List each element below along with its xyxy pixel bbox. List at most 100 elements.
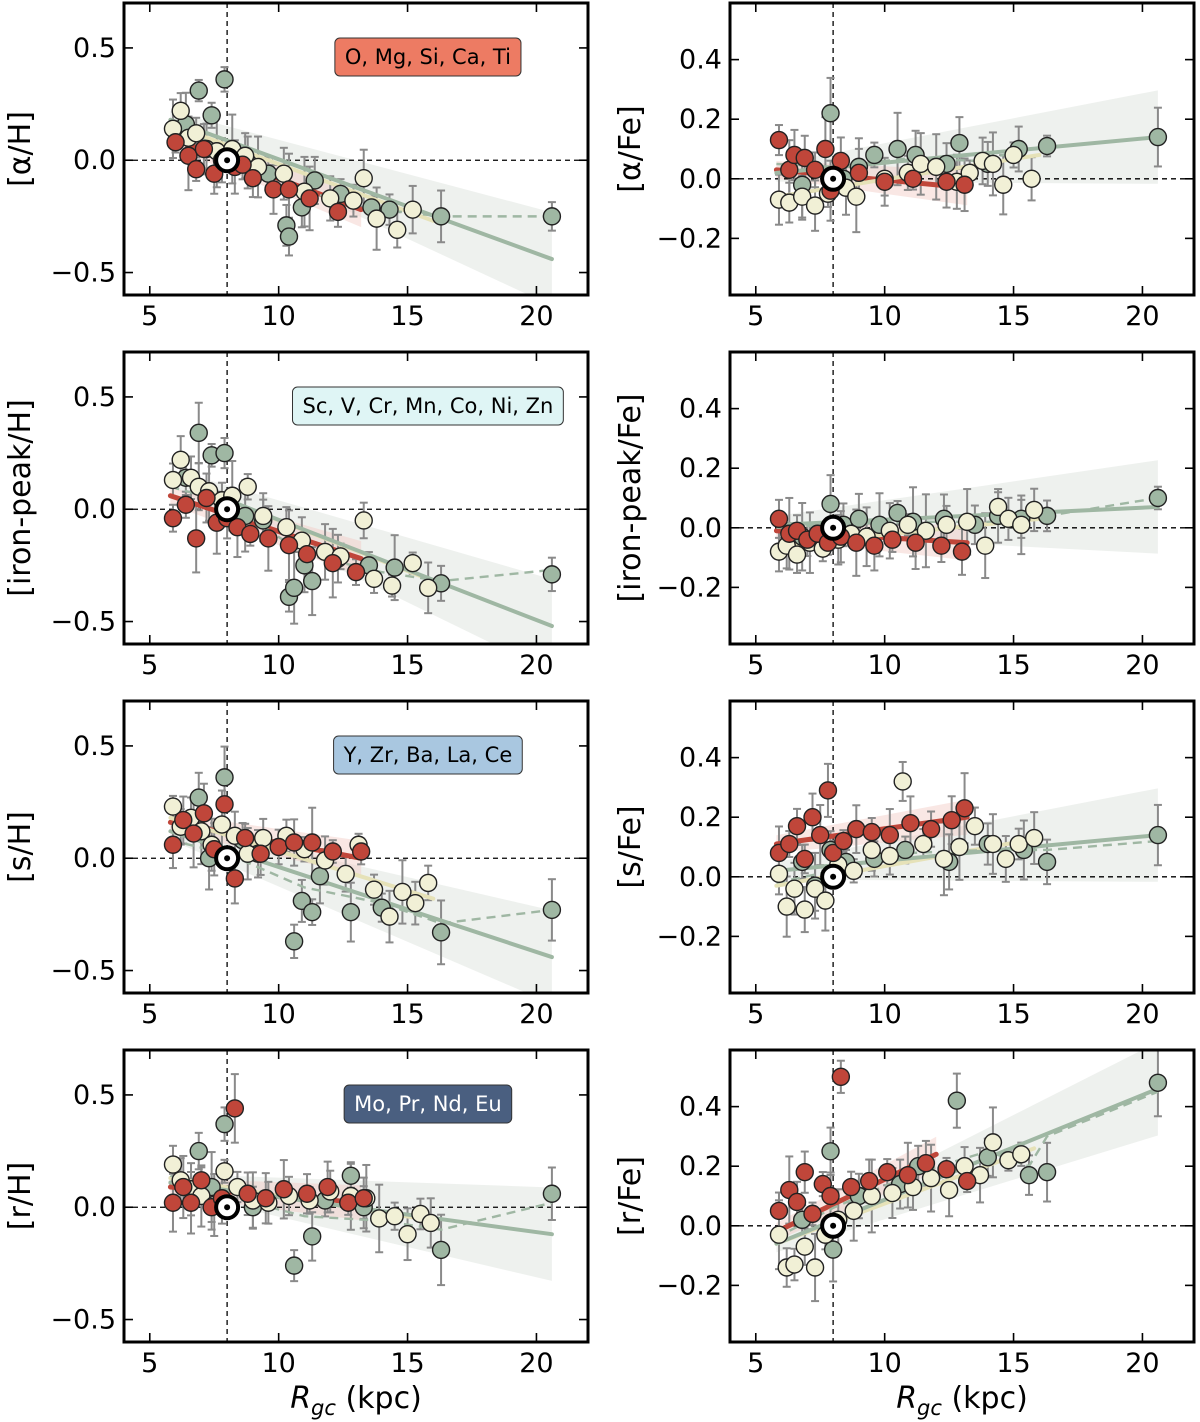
panel-frame (122, 1048, 590, 1344)
young-cluster-point (841, 1177, 861, 1197)
y-tick-label: −0.5 (50, 1305, 116, 1336)
young-cluster-point (328, 202, 348, 222)
x-tick-label: 5 (141, 301, 158, 332)
young-cluster-point (795, 849, 814, 869)
y-tick-label: 0.5 (73, 382, 116, 413)
young-cluster-point (284, 833, 304, 852)
young-cluster-point (241, 524, 260, 544)
intermediate-cluster-point (186, 124, 206, 143)
young-cluster-point (274, 1180, 294, 1199)
element-group-box (333, 735, 523, 775)
y-axis-label: [α/H] (3, 111, 38, 187)
x-tick-label: 5 (141, 1348, 158, 1379)
young-cluster-point (952, 542, 972, 561)
old-cluster-point (823, 1240, 843, 1259)
intermediate-cluster-point (927, 157, 946, 177)
intermediate-cluster-point (418, 578, 438, 598)
intermediate-cluster-point (171, 450, 190, 470)
intermediate-cluster-point (398, 1224, 417, 1244)
intermediate-cluster-point (1004, 145, 1023, 165)
intermediate-cluster-point (163, 1155, 183, 1174)
old-cluster-point (1037, 1162, 1057, 1182)
young-cluster-point (176, 495, 196, 514)
y-tick-label: 0.4 (679, 1092, 722, 1123)
young-cluster-point (847, 533, 866, 552)
panel-frame (122, 699, 590, 995)
old-cluster-point (292, 891, 312, 911)
intermediate-cluster-point (957, 512, 977, 532)
young-cluster-point (821, 1186, 840, 1206)
panel-frame (122, 350, 590, 646)
intermediate-cluster-point (769, 1225, 789, 1244)
panel-frame (728, 1048, 1196, 1344)
old-cluster-point (284, 932, 304, 951)
intermediate-cluster-point (367, 209, 386, 228)
y-tick-label: −0.5 (50, 607, 116, 638)
x-tick-label: 10 (261, 650, 295, 681)
intermediate-cluster-point (777, 897, 796, 916)
old-cluster-point (1037, 852, 1057, 872)
young-cluster-point (955, 175, 974, 194)
young-cluster-point (174, 1177, 193, 1197)
old-cluster-point (865, 145, 884, 165)
y-tick-label: 0.0 (679, 164, 722, 195)
x-tick-label: 15 (390, 999, 424, 1030)
element-group-box (343, 1084, 513, 1124)
young-cluster-point (803, 808, 822, 827)
intermediate-cluster-point (421, 1213, 440, 1233)
young-cluster-point (780, 834, 799, 854)
panel-frame (728, 350, 1196, 646)
y-tick-label: 0.0 (679, 862, 722, 893)
x-tick-label: 10 (867, 999, 901, 1030)
young-cluster-point (259, 529, 278, 548)
old-cluster-point (189, 788, 208, 807)
old-cluster-point (1019, 1165, 1039, 1185)
intermediate-cluster-point (862, 1186, 881, 1206)
young-cluster-point (787, 816, 807, 836)
intermediate-cluster-point (403, 553, 422, 573)
panel-frame (122, 1, 590, 297)
intermediate-cluster-point (1022, 169, 1041, 188)
intermediate-cluster-point (939, 1180, 959, 1200)
intermediate-cluster-point (988, 497, 1008, 517)
young-cluster-point (166, 133, 185, 152)
intermediate-cluster-point (163, 470, 183, 490)
y-tick-label: −0.2 (656, 572, 722, 603)
intermediate-cluster-point (996, 849, 1016, 869)
young-cluster-point (346, 562, 366, 582)
young-cluster-point (906, 533, 925, 552)
x-tick-label: 15 (996, 999, 1030, 1030)
y-tick-label: 0.0 (679, 1211, 722, 1242)
young-cluster-point (297, 1184, 317, 1203)
intermediate-cluster-point (880, 846, 900, 866)
x-tick-label: 20 (519, 650, 553, 681)
sun-symbol-center (224, 157, 231, 164)
old-cluster-point (380, 200, 399, 219)
intermediate-cluster-point (1012, 1145, 1031, 1164)
intermediate-cluster-point (787, 545, 807, 564)
young-cluster-point (834, 831, 853, 851)
young-cluster-point (957, 1171, 977, 1191)
young-cluster-point (878, 1162, 897, 1182)
old-cluster-point (189, 81, 208, 100)
intermediate-cluster-point (983, 1133, 1003, 1152)
intermediate-cluster-point (914, 834, 933, 854)
old-cluster-point (215, 70, 234, 89)
young-cluster-point (194, 804, 214, 823)
young-cluster-point (849, 163, 869, 183)
x-tick-label: 5 (747, 1348, 764, 1379)
x-axis-label: Rgc (kpc) (290, 1381, 422, 1420)
panel-s-H: 5 10 15 20 0.5 0.0 −0.5 [s/H] Y, Zr, Ba, La, Ce (3, 699, 590, 1030)
young-cluster-point (163, 835, 183, 854)
old-cluster-point (302, 902, 322, 922)
young-cluster-point (803, 1204, 822, 1224)
old-cluster-point (1037, 136, 1057, 156)
young-cluster-point (880, 825, 900, 845)
young-cluster-point (769, 1201, 789, 1221)
young-cluster-point (795, 148, 814, 168)
intermediate-cluster-point (388, 220, 407, 240)
y-tick-label: 0.2 (679, 1151, 722, 1182)
x-tick-label: 20 (1125, 650, 1159, 681)
y-tick-label: −0.5 (50, 956, 116, 987)
young-cluster-point (174, 810, 193, 830)
